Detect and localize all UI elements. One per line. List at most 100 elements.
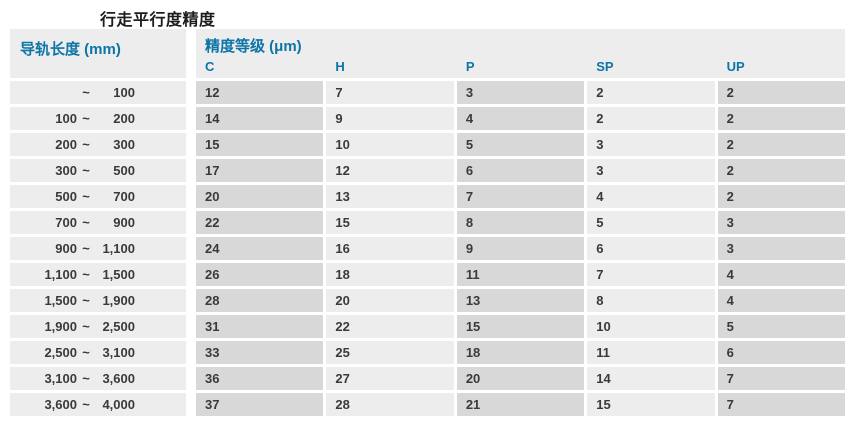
value-cell-up: 5 bbox=[717, 315, 845, 338]
table-header: 导轨长度 (mm) 精度等级 (μm) C H P SP UP bbox=[10, 29, 845, 78]
rail-length-range-cell: 1,900 ~2,500 bbox=[10, 315, 186, 338]
range-tilde-separator: ~ bbox=[82, 345, 90, 360]
range-lower-bound: 3,600 bbox=[44, 397, 77, 412]
range-tilde-separator: ~ bbox=[82, 267, 90, 282]
value-cell-p: 8 bbox=[456, 211, 585, 234]
value-cell-p: 7 bbox=[456, 185, 585, 208]
grade-header-h: H bbox=[335, 59, 345, 74]
value-cells: 31 22 15 10 5 bbox=[196, 315, 845, 338]
value-cell-h: 28 bbox=[326, 393, 454, 416]
range-lower-bound: 200 bbox=[55, 137, 77, 152]
value-cell-sp: 14 bbox=[587, 367, 715, 390]
value-cell-c: 15 bbox=[196, 133, 324, 156]
rail-length-range-cell: 900 ~1,100 bbox=[10, 237, 186, 260]
value-cell-sp: 3 bbox=[587, 133, 715, 156]
range-tilde-separator: ~ bbox=[82, 111, 90, 126]
value-cell-c: 33 bbox=[196, 341, 324, 364]
value-cell-sp: 10 bbox=[587, 315, 715, 338]
value-cell-h: 10 bbox=[326, 133, 454, 156]
grade-header-sp: SP bbox=[596, 59, 614, 74]
table-body: ~100 12 7 3 2 2 100 ~200 14 9 4 2 2 200 ~300 15 10 5 3 2 300… bbox=[10, 81, 845, 416]
table-row: 2,500 ~3,100 33 25 18 11 6 bbox=[10, 341, 845, 364]
value-cell-c: 28 bbox=[196, 289, 324, 312]
value-cell-h: 12 bbox=[326, 159, 454, 182]
range-tilde-separator: ~ bbox=[82, 241, 90, 256]
value-cell-c: 24 bbox=[196, 237, 324, 260]
value-cell-c: 14 bbox=[196, 107, 324, 130]
value-cell-p: 11 bbox=[456, 263, 585, 286]
value-cell-up: 6 bbox=[717, 341, 845, 364]
table-row: ~100 12 7 3 2 2 bbox=[10, 81, 845, 104]
range-upper-bound: 100 bbox=[113, 85, 135, 100]
value-cell-h: 15 bbox=[326, 211, 454, 234]
range-upper-bound: 700 bbox=[113, 189, 135, 204]
range-tilde-separator: ~ bbox=[82, 85, 90, 100]
value-cell-up: 2 bbox=[717, 107, 845, 130]
table-row: 1,500 ~1,900 28 20 13 8 4 bbox=[10, 289, 845, 312]
value-cell-sp: 5 bbox=[587, 211, 715, 234]
range-tilde-separator: ~ bbox=[82, 293, 90, 308]
table-row: 700 ~900 22 15 8 5 3 bbox=[10, 211, 845, 234]
value-cell-up: 7 bbox=[717, 393, 845, 416]
range-upper-bound: 900 bbox=[113, 215, 135, 230]
value-cell-sp: 2 bbox=[587, 107, 715, 130]
value-cells: 24 16 9 6 3 bbox=[196, 237, 845, 260]
value-cell-c: 31 bbox=[196, 315, 324, 338]
range-lower-bound: 2,500 bbox=[44, 345, 77, 360]
range-upper-bound: 300 bbox=[113, 137, 135, 152]
value-cells: 26 18 11 7 4 bbox=[196, 263, 845, 286]
accuracy-grade-group-label: 精度等级 (μm) bbox=[205, 38, 302, 55]
value-cell-c: 37 bbox=[196, 393, 324, 416]
value-cell-p: 13 bbox=[456, 289, 585, 312]
rail-length-range-cell: 2,500 ~3,100 bbox=[10, 341, 186, 364]
value-cells: 33 25 18 11 6 bbox=[196, 341, 845, 364]
rail-length-range-cell: 500 ~700 bbox=[10, 185, 186, 208]
range-upper-bound: 500 bbox=[113, 163, 135, 178]
table-row: 500 ~700 20 13 7 4 2 bbox=[10, 185, 845, 208]
rail-length-range-cell: 200 ~300 bbox=[10, 133, 186, 156]
range-tilde-separator: ~ bbox=[82, 371, 90, 386]
range-upper-bound: 3,100 bbox=[102, 345, 135, 360]
value-cell-c: 20 bbox=[196, 185, 324, 208]
table-row: 3,600 ~4,000 37 28 21 15 7 bbox=[10, 393, 845, 416]
rail-length-range-cell: 700 ~900 bbox=[10, 211, 186, 234]
value-cell-up: 2 bbox=[717, 159, 845, 182]
range-tilde-separator: ~ bbox=[82, 189, 90, 204]
value-cell-h: 20 bbox=[326, 289, 454, 312]
value-cell-sp: 11 bbox=[587, 341, 715, 364]
range-tilde-separator: ~ bbox=[82, 397, 90, 412]
value-cell-p: 18 bbox=[456, 341, 585, 364]
range-lower-bound: 700 bbox=[55, 215, 77, 230]
range-upper-bound: 2,500 bbox=[102, 319, 135, 334]
value-cell-p: 9 bbox=[456, 237, 585, 260]
value-cell-sp: 3 bbox=[587, 159, 715, 182]
value-cell-sp: 4 bbox=[587, 185, 715, 208]
table-row: 200 ~300 15 10 5 3 2 bbox=[10, 133, 845, 156]
range-lower-bound: 1,100 bbox=[44, 267, 77, 282]
table-row: 100 ~200 14 9 4 2 2 bbox=[10, 107, 845, 130]
value-cells: 14 9 4 2 2 bbox=[196, 107, 845, 130]
grade-header-row: C H P SP UP bbox=[196, 59, 845, 74]
value-cell-h: 16 bbox=[326, 237, 454, 260]
col-header-rail-length: 导轨长度 (mm) bbox=[10, 29, 186, 78]
grade-header-c: C bbox=[205, 59, 215, 74]
value-cell-up: 3 bbox=[717, 237, 845, 260]
value-cells: 12 7 3 2 2 bbox=[196, 81, 845, 104]
value-cell-sp: 6 bbox=[587, 237, 715, 260]
value-cell-p: 4 bbox=[456, 107, 585, 130]
range-tilde-separator: ~ bbox=[82, 163, 90, 178]
table-row: 900 ~1,100 24 16 9 6 3 bbox=[10, 237, 845, 260]
grade-header-up: UP bbox=[726, 59, 745, 74]
range-tilde-separator: ~ bbox=[82, 137, 90, 152]
value-cells: 20 13 7 4 2 bbox=[196, 185, 845, 208]
value-cell-c: 12 bbox=[196, 81, 324, 104]
value-cell-p: 21 bbox=[456, 393, 585, 416]
value-cell-h: 25 bbox=[326, 341, 454, 364]
range-upper-bound: 200 bbox=[113, 111, 135, 126]
page-title: 行走平行度精度 bbox=[100, 12, 216, 29]
table-row: 1,900 ~2,500 31 22 15 10 5 bbox=[10, 315, 845, 338]
value-cells: 17 12 6 3 2 bbox=[196, 159, 845, 182]
table-row: 300 ~500 17 12 6 3 2 bbox=[10, 159, 845, 182]
value-cell-up: 2 bbox=[717, 133, 845, 156]
value-cell-h: 9 bbox=[326, 107, 454, 130]
